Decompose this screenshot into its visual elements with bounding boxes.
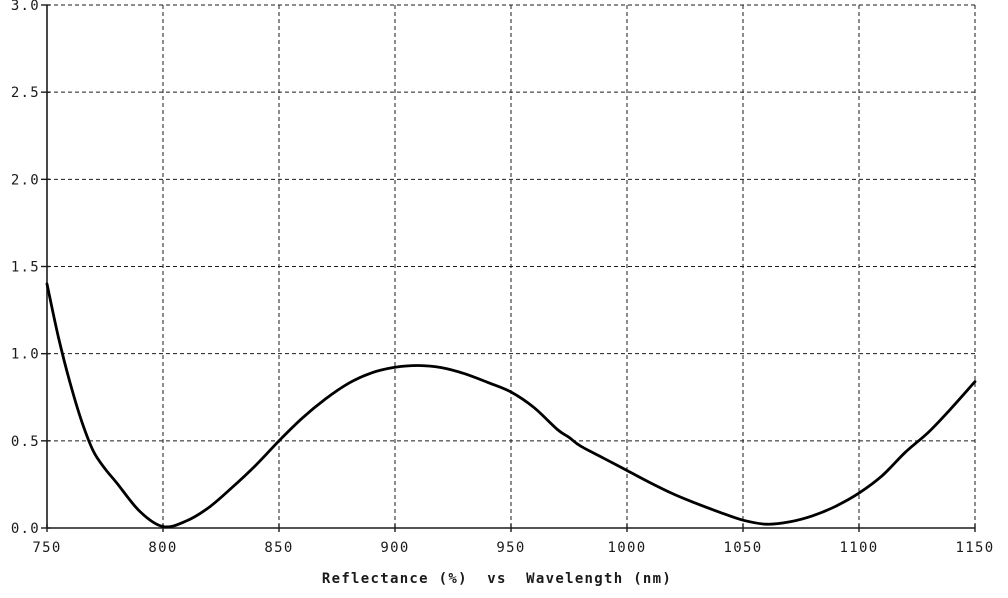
x-tick-label: 750 xyxy=(32,540,61,556)
x-tick-label: 1100 xyxy=(840,540,879,556)
x-tick-label: 850 xyxy=(264,540,293,556)
chart-title: Reflectance (%) vs Wavelength (nm) xyxy=(321,571,673,587)
y-tick-label: 0.0 xyxy=(11,521,40,537)
x-tick-label: 800 xyxy=(148,540,177,556)
x-tick-label: 1050 xyxy=(724,540,763,556)
y-tick-label: 1.0 xyxy=(11,347,40,363)
x-tick-label: 950 xyxy=(496,540,525,556)
x-tick-label: 900 xyxy=(380,540,409,556)
y-tick-label: 0.5 xyxy=(11,434,40,450)
reflectance-curve xyxy=(45,282,977,529)
y-tick-label: 3.0 xyxy=(11,0,40,14)
x-tick-label: 1150 xyxy=(956,540,995,556)
x-tick-label: 1000 xyxy=(608,540,647,556)
y-tick-label: 1.5 xyxy=(11,260,40,276)
y-tick-label: 2.0 xyxy=(11,172,40,188)
y-tick-label: 2.5 xyxy=(11,85,40,101)
